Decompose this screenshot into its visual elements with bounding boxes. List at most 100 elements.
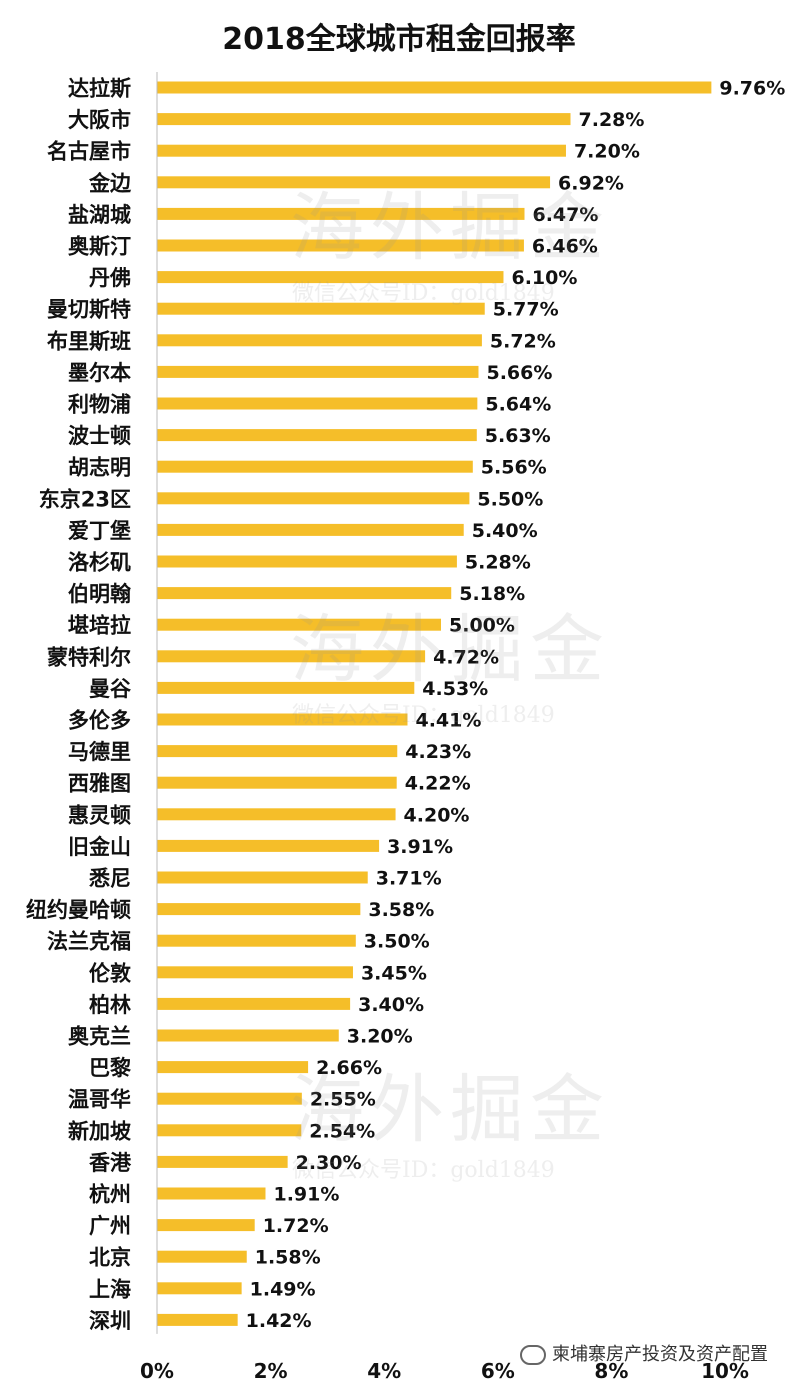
category-label: 上海 [89,1277,131,1301]
bar [157,966,353,979]
category-label: 惠灵顿 [68,803,131,827]
watermark-subtext: 微信公众号ID：gold1849 [292,1158,555,1183]
data-label: 7.20% [574,141,640,163]
data-label: 4.20% [404,804,470,826]
watermark-subtext: 微信公众号ID：gold1849 [292,703,555,728]
bar [157,1061,309,1074]
data-label: 4.23% [405,741,471,763]
category-label: 波士顿 [68,424,131,448]
bar [157,239,524,252]
category-label: 洛杉矶 [68,551,131,575]
category-label: 堪培拉 [68,614,131,638]
watermark-text: 海外掘金 [290,1067,610,1153]
data-label: 4.41% [415,710,481,732]
data-label: 1.91% [273,1184,339,1206]
footer-text: 柬埔寨房产投资及资产配置 [552,1344,768,1365]
bar [157,144,566,157]
bar [157,776,397,789]
category-label: 墨尔本 [68,361,131,385]
category-label: 伯明翰 [68,582,131,606]
data-label: 9.76% [719,78,785,100]
category-label: 旧金山 [68,835,131,859]
bar [157,1092,302,1105]
category-label: 利物浦 [68,393,131,417]
bar [157,871,368,884]
bar [157,1187,266,1200]
category-label: 纽约曼哈顿 [26,898,131,922]
data-label: 6.46% [532,236,598,258]
bar [157,460,473,473]
category-label: 杭州 [89,1183,131,1207]
category-label: 香港 [89,1151,132,1175]
bar [157,397,478,410]
data-label: 1.72% [263,1215,329,1237]
category-label: 伦敦 [89,961,132,985]
category-label: 曼谷 [89,677,132,701]
data-label: 6.47% [532,204,598,226]
data-label: 5.00% [449,615,515,637]
category-label: 大阪市 [68,108,131,132]
x-tick-label: 4% [367,1359,401,1383]
bar [157,713,408,726]
bar [157,1250,247,1263]
data-label: 3.20% [347,1026,413,1048]
bar [157,1313,238,1326]
category-label: 巴黎 [89,1056,131,1080]
data-label: 4.53% [422,678,488,700]
data-label: 5.66% [486,362,552,384]
bar [157,365,479,378]
category-label: 悉尼 [88,867,131,891]
data-label: 5.64% [485,394,551,416]
watermark-subtext: 微信公众号ID：gold1849 [292,281,555,306]
bar [157,1155,288,1168]
data-label: 3.91% [387,836,453,858]
x-tick-label: 8% [594,1359,628,1383]
data-label: 5.56% [481,457,547,479]
data-label: 3.40% [358,994,424,1016]
bar [157,334,482,347]
data-label: 1.49% [250,1278,316,1300]
category-label: 法兰克福 [47,930,131,954]
data-label: 4.22% [405,773,471,795]
footer-account: 柬埔寨房产投资及资产配置 [520,1340,768,1366]
data-label: 5.28% [465,552,531,574]
data-label: 2.30% [296,1152,362,1174]
bar [157,302,485,315]
data-label: 2.55% [310,1089,376,1111]
bar [157,81,712,94]
bar [157,587,452,600]
data-label: 5.40% [472,520,538,542]
x-tick-label: 2% [254,1359,288,1383]
data-label: 4.72% [433,646,499,668]
category-label: 丹佛 [89,266,131,290]
chart-title: 2018全球城市租金回报率 [222,22,576,57]
category-label: 盐湖城 [68,203,131,227]
data-label: 6.92% [558,172,624,194]
bar [157,113,571,126]
category-label: 柏林 [89,993,131,1017]
category-label: 奥斯汀 [68,235,131,259]
category-label: 马德里 [68,740,131,764]
bar [157,207,525,220]
data-label: 5.63% [485,425,551,447]
data-label: 3.71% [376,868,442,890]
category-label: 新加坡 [68,1119,131,1143]
wechat-icon [520,1345,546,1365]
category-label: 东京23区 [39,487,131,511]
category-label: 奥克兰 [68,1025,131,1049]
category-label: 名古屋市 [47,140,131,164]
bar [157,1029,339,1042]
data-label: 5.72% [490,330,556,352]
category-label: 广州 [89,1214,131,1238]
bar [157,839,380,852]
category-label: 温哥华 [68,1088,131,1112]
bar [157,745,398,758]
data-label: 1.58% [255,1247,321,1269]
bar [157,934,356,947]
data-label: 2.66% [316,1057,382,1079]
bar [157,492,470,505]
bar [157,681,415,694]
bar [157,1282,242,1295]
x-tick-label: 0% [140,1359,174,1383]
